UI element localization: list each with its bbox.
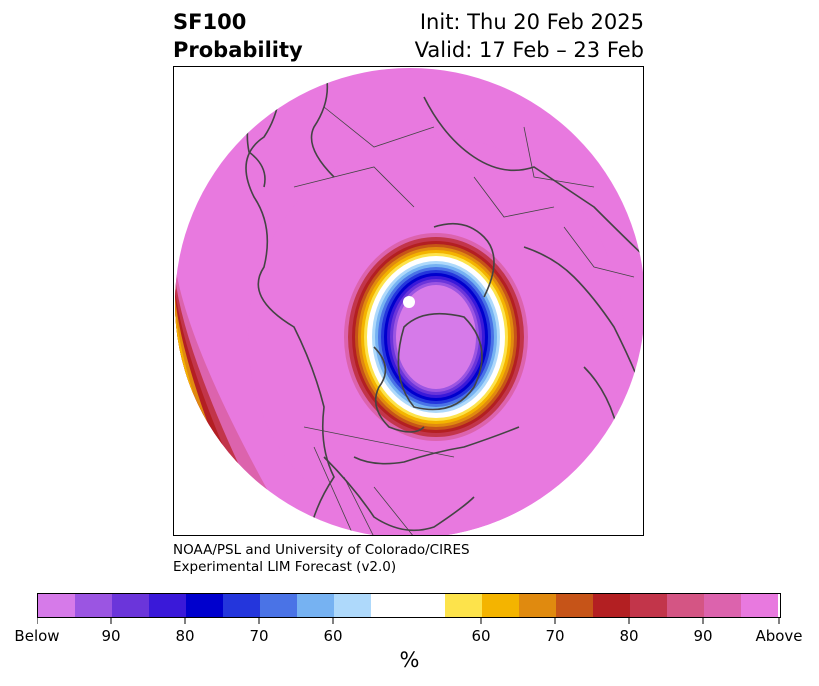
colorbar-tick-label: 90 xyxy=(693,627,713,645)
colorbar-segment xyxy=(297,594,334,617)
map-title-right: Init: Thu 20 Feb 2025 Valid: 17 Feb – 23… xyxy=(415,8,644,64)
polar-anomaly-rings xyxy=(248,137,624,535)
colorbar xyxy=(37,593,781,618)
borders xyxy=(293,106,635,535)
colorbar-segment xyxy=(667,594,704,617)
colorbar-tick-label: 90 xyxy=(101,627,121,645)
colorbar-tick-label: 60 xyxy=(323,627,343,645)
colorbar-segment xyxy=(704,594,741,617)
title-subtitle: Probability xyxy=(173,38,303,62)
colorbar-segment xyxy=(445,594,482,617)
colorbar-tick-label: Below xyxy=(14,627,60,645)
colorbar-tick-label: 80 xyxy=(619,627,639,645)
colorbar-segment xyxy=(112,594,149,617)
init-date: Init: Thu 20 Feb 2025 xyxy=(419,10,644,34)
title-variable: SF100 xyxy=(173,10,247,34)
colorbar-segment xyxy=(371,594,445,617)
colorbar-segment xyxy=(334,594,371,617)
colorbar-segment xyxy=(630,594,667,617)
colorbar-segment xyxy=(741,594,778,617)
colorbar-tick-label: 60 xyxy=(471,627,491,645)
map-title-left: SF100 Probability xyxy=(173,8,303,64)
colorbar-segment xyxy=(223,594,260,617)
colorbar-tick-label: Above xyxy=(755,627,803,645)
colorbar-segment xyxy=(186,594,223,617)
valid-range: Valid: 17 Feb – 23 Feb xyxy=(414,38,644,62)
colorbar-segment xyxy=(260,594,297,617)
colorbar-segment xyxy=(75,594,112,617)
data-credit: NOAA/PSL and University of Colorado/CIRE… xyxy=(173,542,470,576)
map-canvas xyxy=(175,68,643,535)
colorbar-segment xyxy=(593,594,630,617)
colorbar-segment xyxy=(519,594,556,617)
colorbar-labels: Below 90 80 70 60 60 70 80 90 Above xyxy=(14,627,802,647)
colorbar-segment xyxy=(556,594,593,617)
colorbar-tick-label: 70 xyxy=(249,627,269,645)
colorbar-ticks xyxy=(37,618,780,624)
colorbar-unit: % xyxy=(399,648,420,672)
pole-hole xyxy=(403,296,415,308)
colorbar-segment xyxy=(38,594,75,617)
colorbar-segment xyxy=(482,594,519,617)
credit-line-1: NOAA/PSL and University of Colorado/CIRE… xyxy=(173,542,470,558)
colorbar-tick-label: 80 xyxy=(175,627,195,645)
colorbar-tick-label: 70 xyxy=(545,627,565,645)
colorbar-segment xyxy=(149,594,186,617)
polar-map xyxy=(173,66,644,536)
credit-line-2: Experimental LIM Forecast (v2.0) xyxy=(173,559,397,575)
